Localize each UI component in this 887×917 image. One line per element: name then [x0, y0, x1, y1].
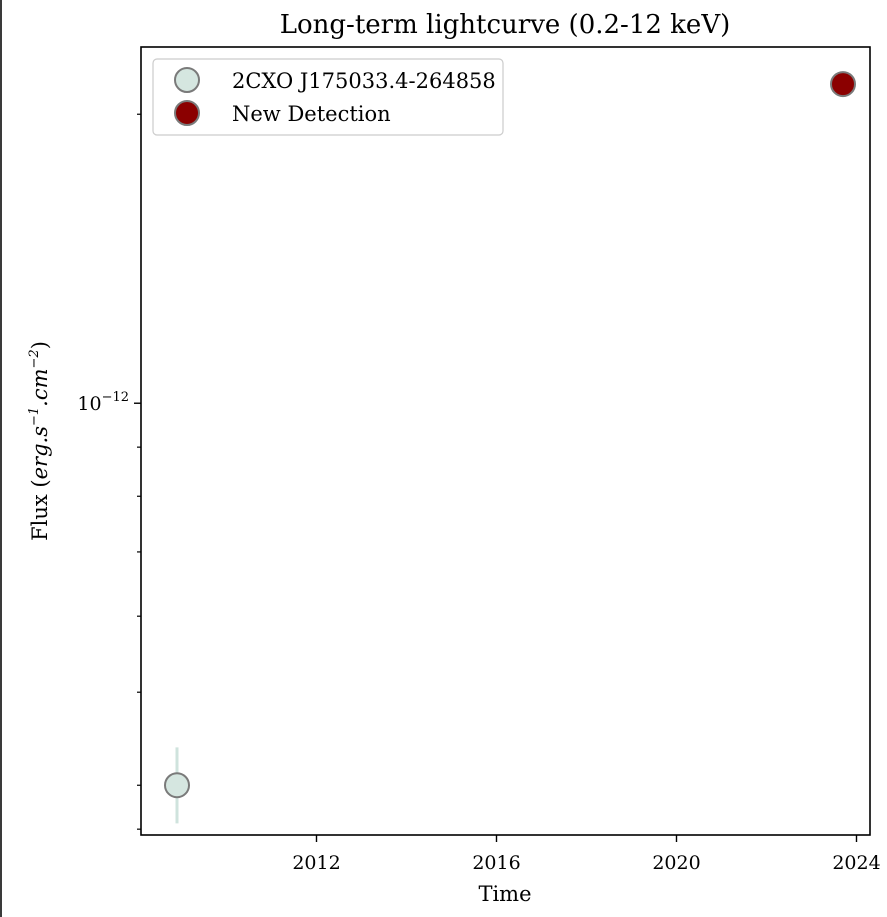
y-axis-label-unit-base1: erg.s — [28, 426, 52, 480]
legend-label-chandra: 2CXO J175033.4-264858 — [232, 69, 496, 93]
legend: 2CXO J175033.4-264858 New Detection — [152, 58, 504, 136]
y-tick-label-base: 10 — [77, 393, 101, 415]
y-axis-label: Flux (erg.s−1.cm−2) — [27, 341, 52, 541]
data-marks — [164, 71, 856, 824]
y-axis-label-unit-base2: .cm — [28, 368, 52, 406]
legend-marker-new-detection — [174, 100, 200, 126]
chart-title: Long-term lightcurve (0.2-12 keV) — [280, 10, 731, 40]
x-tick-label: 2016 — [472, 852, 520, 874]
left-window-border — [0, 0, 2, 917]
y-axis-label-prefix: Flux ( — [28, 479, 52, 541]
y-axis-label-unit-exp1: −1 — [27, 407, 42, 426]
legend-marker-chandra — [174, 67, 200, 93]
y-tick-label-exponent: −12 — [102, 390, 129, 405]
data-point-new-detection — [830, 71, 856, 98]
plot-frame — [140, 46, 871, 836]
x-tick-label: 2012 — [292, 852, 340, 874]
x-tick-label: 2024 — [832, 852, 880, 874]
y-tick-label: 10−12 — [77, 390, 129, 415]
y-axis-label-unit-exp2: −2 — [27, 349, 42, 368]
legend-label-new-detection: New Detection — [232, 102, 391, 126]
legend-box — [152, 58, 504, 136]
x-tick-label: 2020 — [652, 852, 700, 874]
y-axis-label-suffix: ) — [28, 341, 52, 349]
x-axis-ticks: 2012 2016 2020 2024 — [292, 835, 881, 874]
y-axis-label-group: Flux (erg.s−1.cm−2) — [27, 341, 52, 541]
x-axis-label: Time — [478, 882, 531, 906]
y-axis-ticks: 10−12 — [77, 113, 141, 830]
data-point-chandra — [164, 772, 190, 799]
